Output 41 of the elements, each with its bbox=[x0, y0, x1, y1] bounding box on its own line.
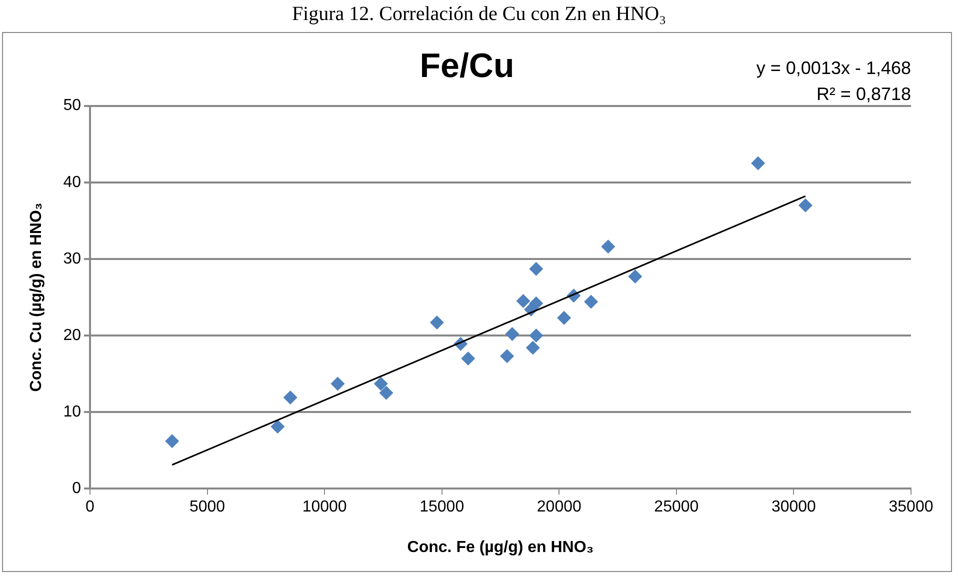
y-tick-label: 10 bbox=[63, 403, 82, 420]
y-tick-label: 50 bbox=[63, 97, 82, 114]
point bbox=[516, 294, 530, 308]
x-tick-label: 15000 bbox=[420, 498, 464, 516]
text: Figura 12. Correlación de Cu con Zn en HNO₃ bbox=[290, 2, 668, 27]
text: R² = 0,8718 bbox=[815, 83, 911, 106]
chart-title: Fe/Cu bbox=[420, 46, 514, 85]
point bbox=[601, 240, 616, 254]
x-tick-label: 10000 bbox=[302, 498, 347, 516]
point bbox=[584, 294, 598, 309]
x-tick-label: 5000 bbox=[189, 498, 226, 516]
y-tick-label: 30 bbox=[63, 250, 82, 268]
point bbox=[270, 420, 285, 434]
point bbox=[557, 310, 572, 325]
x-axis-title: Conc. Fe (µg/g) en HNO₃ bbox=[407, 538, 594, 556]
point bbox=[529, 296, 544, 310]
point bbox=[330, 376, 345, 391]
point bbox=[500, 349, 514, 364]
point bbox=[379, 386, 394, 400]
y-tick-label: 40 bbox=[63, 174, 82, 191]
text: y = 0,0013x - 1,468 bbox=[756, 57, 911, 80]
y-axis-title: Conc. Cu (µg/g) en HNO₃ bbox=[28, 202, 46, 392]
x-tick-label: 25000 bbox=[654, 498, 699, 516]
point bbox=[165, 434, 180, 448]
y-tick-label: 20 bbox=[63, 326, 82, 344]
point bbox=[461, 351, 476, 366]
point bbox=[628, 270, 642, 284]
point bbox=[374, 376, 388, 391]
point bbox=[798, 198, 812, 212]
x-tick-label: 30000 bbox=[771, 498, 816, 516]
x-tick-label: 0 bbox=[86, 498, 95, 516]
x-tick-label: 35000 bbox=[888, 498, 934, 516]
point bbox=[505, 326, 520, 341]
point bbox=[529, 328, 544, 342]
point bbox=[283, 390, 298, 404]
point bbox=[526, 340, 540, 355]
x-tick-label: 20000 bbox=[536, 498, 582, 516]
point bbox=[529, 262, 544, 276]
y-tick-label: 0 bbox=[72, 480, 82, 498]
point bbox=[751, 156, 766, 170]
point bbox=[430, 315, 444, 330]
